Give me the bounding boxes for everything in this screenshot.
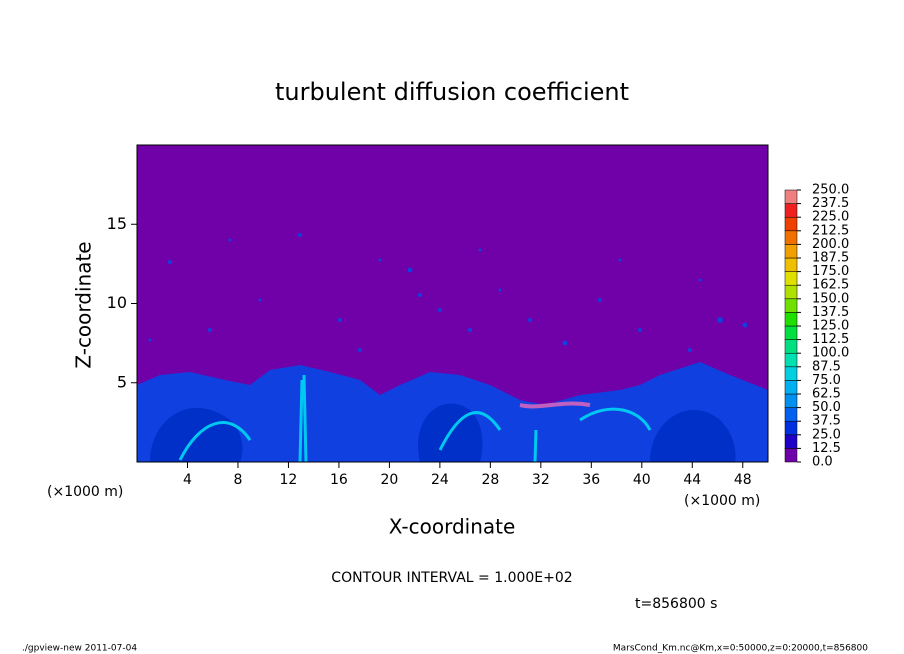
x-tick-label: 12 <box>280 472 298 488</box>
colorbar-label: 212.5 <box>812 223 849 238</box>
colorbar-band <box>784 352 798 368</box>
colorbar-band <box>784 244 798 259</box>
colorbar-band <box>784 312 798 327</box>
colorbar-label: 175.0 <box>812 264 849 279</box>
footer-right: MarsCond_Km.nc@Km,x=0:50000,z=0:20000,t=… <box>613 644 868 654</box>
colorbar-band <box>784 339 798 354</box>
time-note: t=856800 s <box>635 596 717 612</box>
y-unit-label: (×1000 m) <box>47 484 123 500</box>
field <box>136 144 769 463</box>
colorbar-band <box>784 380 798 395</box>
colorbar-band <box>784 325 798 340</box>
x-tick-label: 36 <box>582 472 600 488</box>
colorbar-label: 25.0 <box>812 427 841 442</box>
colorbar-label: 125.0 <box>812 319 849 334</box>
colorbar-band <box>784 203 798 218</box>
speckles <box>148 233 748 352</box>
x-tick-label: 44 <box>683 472 701 488</box>
contour-interval: CONTOUR INTERVAL = 1.000E+02 <box>331 570 572 586</box>
colorbar-band <box>784 271 798 286</box>
colorbar-band <box>784 216 798 232</box>
colorbar-band <box>784 298 798 313</box>
x-tick-label: 48 <box>734 472 752 488</box>
x-tick-label: 28 <box>481 472 499 488</box>
colorbar-label: 200.0 <box>812 237 849 252</box>
y-tick-label: 5 <box>117 372 127 391</box>
x-axis-label: X-coordinate <box>389 515 516 539</box>
x-tick-label: 16 <box>330 472 348 488</box>
colorbar-label: 137.5 <box>812 305 849 320</box>
streak <box>519 401 591 409</box>
x-tick-label: 20 <box>380 472 398 488</box>
colorbar-label: 112.5 <box>812 332 849 347</box>
x-tick-label: 32 <box>532 472 550 488</box>
colorbar-label: 75.0 <box>812 373 841 388</box>
x-tick-label: 4 <box>183 472 192 488</box>
streak <box>178 374 652 463</box>
colorbar-band <box>784 366 798 381</box>
colorbar-band <box>784 257 798 272</box>
x-tick-label: 24 <box>431 472 449 488</box>
colorbar-label: 237.5 <box>812 196 849 211</box>
colorbar-label: 250.0 <box>812 183 849 198</box>
y-tick-label: 10 <box>107 293 127 312</box>
colorbar-band <box>784 393 798 408</box>
colorbar-label: 50.0 <box>812 400 841 415</box>
colorbar-label: 225.0 <box>812 210 849 225</box>
colorbar-band <box>784 448 798 463</box>
x-tick-label: 40 <box>633 472 651 488</box>
y-tick-label: 15 <box>107 214 127 233</box>
colorbar-label: 62.5 <box>812 387 841 402</box>
x-tick-label: 8 <box>233 472 242 488</box>
colorbar-band <box>784 284 798 300</box>
footer-left: ./gpview-new 2011-07-04 <box>22 644 137 654</box>
colorbar-label: 100.0 <box>812 346 849 361</box>
colorbar-band <box>784 434 798 449</box>
colorbar-band <box>784 407 798 422</box>
colorbar-label: 162.5 <box>812 278 849 293</box>
colorbar-label: 187.5 <box>812 251 849 266</box>
swirl <box>150 403 736 462</box>
colorbar-label: 0.0 <box>812 455 833 470</box>
y-axis-label: Z-coordinate <box>72 241 96 368</box>
colorbar-band <box>784 189 798 204</box>
x-unit-label: (×1000 m) <box>684 493 760 509</box>
colorbar-label: 87.5 <box>812 359 841 374</box>
chart-title: turbulent diffusion coefficient <box>275 78 629 106</box>
colorbar-label: 37.5 <box>812 414 841 429</box>
colorbar-label: 150.0 <box>812 291 849 306</box>
colorbar-band <box>784 230 798 245</box>
colorbar-band <box>784 420 798 436</box>
colorbar-label: 12.5 <box>812 441 841 456</box>
